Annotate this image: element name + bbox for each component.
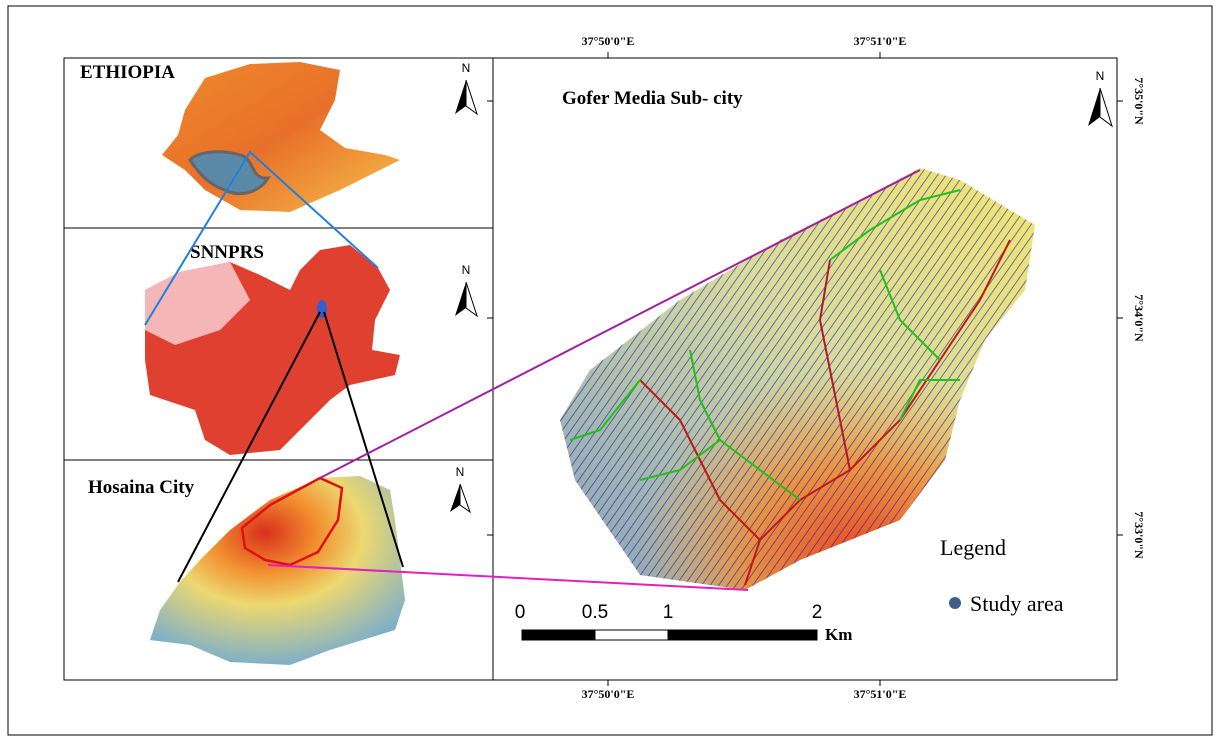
latitude-label: 7°34'0"N [1132,294,1146,342]
inset-title: ETHIOPIA [80,62,175,83]
scale-label: 0.5 [582,602,608,623]
north-arrow: N [450,465,470,512]
north-label: N [456,465,465,479]
ethiopia-map [162,62,400,212]
longitude-label: 37°51'0"E [854,687,907,701]
drainage-map [550,160,1050,600]
north-arrow: N [455,61,477,114]
latitude-label: 7°35'0"N [1132,77,1146,125]
longitude-label: 37°51'0"E [854,34,907,48]
north-label: N [462,263,471,277]
scale-bar [522,630,817,640]
inset-title: SNNPRS [190,242,264,263]
scale-label: 2 [812,602,823,623]
north-label: N [462,61,471,75]
scale-label: 1 [663,602,674,623]
legend-item: Study area [970,591,1064,616]
scale-unit: Km [825,625,852,644]
longitude-label: 37°50'0"E [582,34,635,48]
scale-label: 0 [515,602,526,623]
north-label: N [1096,69,1105,83]
north-arrow: N [455,263,477,316]
main-title: Gofer Media Sub- city [562,88,743,109]
longitude-label: 37°50'0"E [582,687,635,701]
north-arrow: N [1088,69,1112,126]
map-figure: ETHIOPIA SNNPRS Hosaina City N N N N [0,0,1220,740]
legend-title: Legend [940,535,1006,560]
latitude-label: 7°33'0"N [1132,511,1146,559]
legend-symbol [949,597,961,609]
inset-title: Hosaina City [88,477,195,498]
